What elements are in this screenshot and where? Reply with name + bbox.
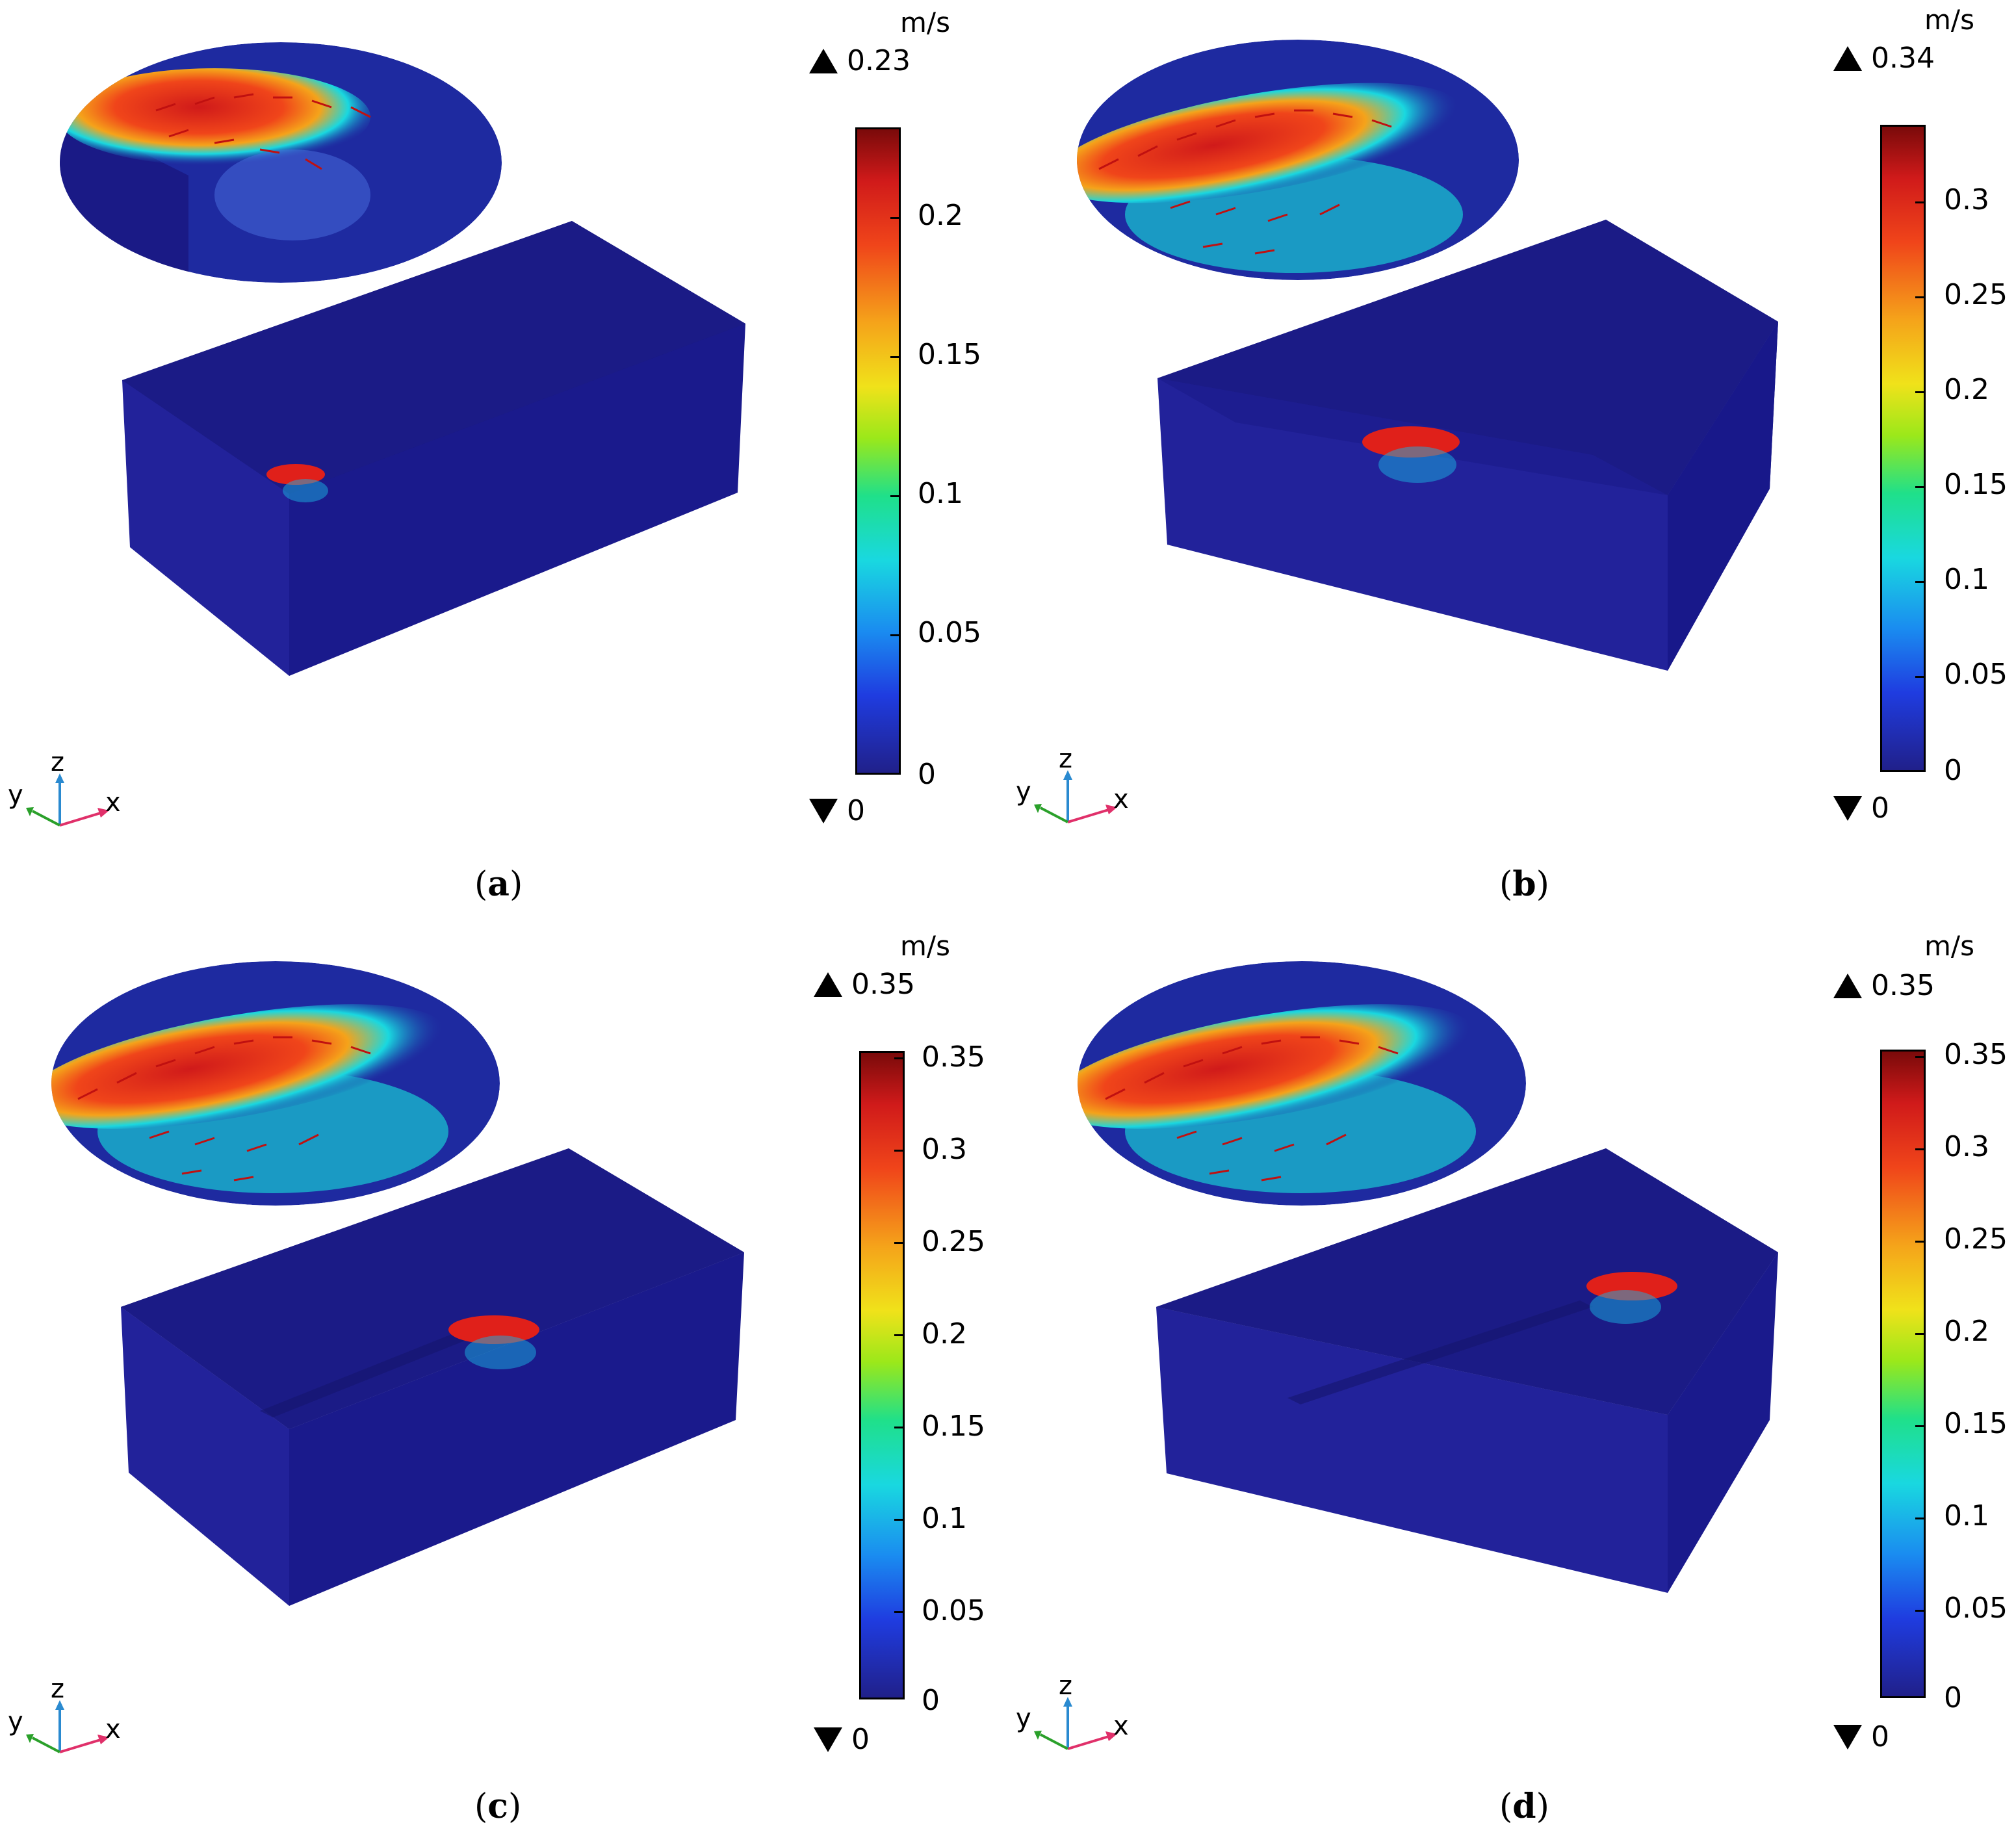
tick-label: 0.05 <box>918 616 981 649</box>
tick-label: 0.1 <box>1944 563 1989 596</box>
tick-label: 0 <box>918 758 936 791</box>
panel-a-plot <box>26 42 745 827</box>
max-triangle-icon <box>1833 45 1862 71</box>
panel-caption: (a) <box>474 864 523 904</box>
velocity-arrows <box>155 93 371 170</box>
tick-label: 0.2 <box>1944 373 1989 406</box>
tick-label: 0.25 <box>922 1225 985 1258</box>
tick-label: 0.2 <box>918 199 963 232</box>
color-bar <box>1880 125 1926 772</box>
workpiece-block <box>122 221 745 676</box>
min-triangle-icon <box>1833 795 1862 821</box>
tick-label: 0.35 <box>1944 1038 2008 1071</box>
zoom-inset <box>1078 961 1526 1206</box>
zoom-inset <box>60 42 502 283</box>
tick-label: 0.25 <box>1944 278 2008 311</box>
panel-b: z x y m/s 0.34 0.3 0.25 0.2 0.15 0.1 0.0… <box>1008 0 2016 917</box>
min-value: 0 <box>814 1723 870 1756</box>
color-bar <box>855 127 901 775</box>
tick-label: 0.05 <box>1944 1592 2008 1625</box>
axis-triad <box>26 1700 109 1753</box>
zoom-inset <box>1077 40 1519 280</box>
min-triangle-icon <box>809 798 838 823</box>
max-value: 0.35 <box>1833 969 1935 1002</box>
axis-x-label: x <box>1113 784 1129 814</box>
tick-label: 0.35 <box>922 1040 985 1074</box>
tick-label: 0.25 <box>1944 1222 2008 1256</box>
unit-label: m/s <box>900 930 950 962</box>
axis-y-label: y <box>1016 777 1031 807</box>
axis-z-label: z <box>51 747 64 777</box>
axis-x-label: x <box>105 788 121 818</box>
tick-label: 0.05 <box>1944 658 2008 691</box>
workpiece-block <box>1157 220 1778 671</box>
panel-d: z x y m/s 0.35 0.35 0.3 0.25 0.2 0.15 0.… <box>1008 917 2016 1834</box>
tick-label: 0.1 <box>1944 1499 1989 1532</box>
min-value: 0 <box>1833 792 1889 825</box>
tick-label: 0.3 <box>1944 1130 1989 1163</box>
axis-x-label: x <box>105 1714 121 1744</box>
zoom-inset <box>51 961 500 1206</box>
velocity-arrows <box>1105 1036 1399 1182</box>
max-triangle-icon <box>1833 973 1862 998</box>
velocity-arrows <box>77 1036 371 1182</box>
max-triangle-icon <box>809 48 838 73</box>
tick-label: 0.3 <box>922 1133 967 1166</box>
tick-label: 0.3 <box>1944 183 1989 216</box>
panel-a: z x y m/s 0.23 0.2 0.15 0.1 0.05 0 0 (a) <box>0 0 1008 917</box>
workpiece-block <box>121 1148 744 1606</box>
axis-triad <box>1034 770 1117 823</box>
panel-d-plot <box>1034 961 1778 1750</box>
axis-y-label: y <box>8 1707 23 1737</box>
tick-label: 0 <box>1944 1681 1962 1714</box>
tick-label: 0.2 <box>922 1317 967 1350</box>
tick-label: 0.15 <box>922 1410 985 1443</box>
panel-caption: (b) <box>1499 864 1549 904</box>
axis-y-label: y <box>8 780 23 810</box>
unit-label: m/s <box>900 6 950 38</box>
velocity-arrows <box>1098 109 1392 255</box>
axis-y-label: y <box>1016 1703 1031 1733</box>
tick-label: 0.2 <box>1944 1315 1989 1348</box>
min-triangle-icon <box>1833 1724 1862 1750</box>
axis-x-label: x <box>1113 1711 1129 1741</box>
axis-triad <box>1034 1697 1117 1750</box>
color-bar <box>1880 1050 1926 1698</box>
max-value: 0.23 <box>809 44 911 77</box>
tick-label: 0 <box>922 1684 940 1717</box>
panel-c: z x y m/s 0.35 0.35 0.3 0.25 0.2 0.15 0.… <box>0 917 1008 1834</box>
melt-pool <box>448 1315 539 1344</box>
max-value: 0.35 <box>814 968 915 1001</box>
color-bar <box>859 1051 905 1699</box>
workpiece-block <box>1156 1148 1778 1593</box>
panel-caption: (c) <box>474 1787 522 1826</box>
max-triangle-icon <box>814 972 842 997</box>
min-triangle-icon <box>814 1727 842 1752</box>
panel-b-plot <box>1034 40 1778 823</box>
min-value: 0 <box>1833 1720 1889 1753</box>
tick-label: 0.05 <box>922 1594 985 1627</box>
tick-label: 0.15 <box>1944 1407 2008 1440</box>
panel-caption: (d) <box>1499 1787 1549 1826</box>
axis-z-label: z <box>1059 744 1072 774</box>
tick-label: 0.15 <box>918 338 981 371</box>
min-value: 0 <box>809 794 865 827</box>
unit-label: m/s <box>1924 930 1974 962</box>
panel-c-plot <box>26 961 744 1753</box>
max-value: 0.34 <box>1833 42 1935 75</box>
tick-label: 0.15 <box>1944 468 2008 501</box>
tick-label: 0.1 <box>922 1502 967 1535</box>
unit-label: m/s <box>1924 4 1974 36</box>
axis-z-label: z <box>1059 1671 1072 1701</box>
tick-label: 0.1 <box>918 477 963 510</box>
tick-label: 0 <box>1944 754 1962 787</box>
axis-triad <box>26 773 109 827</box>
axis-z-label: z <box>51 1674 64 1704</box>
